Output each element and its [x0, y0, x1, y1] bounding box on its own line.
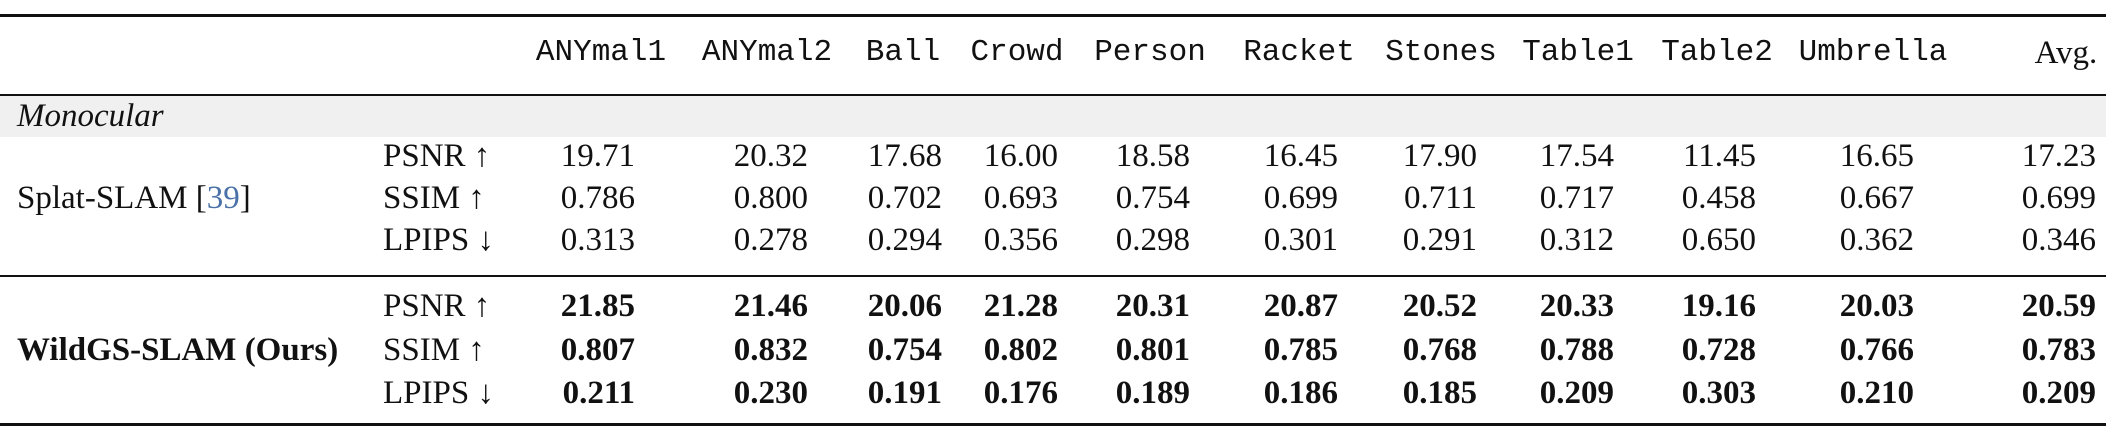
column-header: Umbrella — [1798, 35, 1948, 70]
table-cell: 20.87 — [1263, 288, 1338, 324]
table-top-rule — [0, 14, 2106, 17]
table-cell: 0.832 — [733, 332, 808, 368]
table-cell: 0.754 — [867, 332, 942, 368]
table-cell: 20.03 — [1839, 288, 1914, 324]
table-cell: 0.801 — [1115, 332, 1190, 368]
table-cell: 0.312 — [1539, 222, 1614, 258]
table-cell: 18.58 — [1115, 138, 1190, 174]
column-header: ANYmal2 — [701, 35, 833, 70]
column-header: ANYmal1 — [535, 35, 667, 70]
table-cell: 17.68 — [867, 138, 942, 174]
table-cell: 21.28 — [983, 288, 1058, 324]
metric-label: PSNR ↑ — [383, 288, 491, 324]
column-header: Table1 — [1522, 35, 1634, 70]
table-cell: 19.71 — [560, 138, 635, 174]
table-cell: 11.45 — [1682, 138, 1756, 174]
table-cell: 20.59 — [2021, 288, 2096, 324]
table-cell: 0.786 — [560, 180, 635, 216]
table-cell: 0.728 — [1681, 332, 1756, 368]
table-cell: 0.768 — [1402, 332, 1477, 368]
table-cell: 0.278 — [733, 222, 808, 258]
table-cell: 20.06 — [867, 288, 942, 324]
table-cell: 0.754 — [1115, 180, 1190, 216]
metric-label: LPIPS ↓ — [383, 375, 494, 411]
section-band — [0, 96, 2106, 137]
column-header: Ball — [865, 35, 941, 70]
column-header: Table2 — [1661, 35, 1773, 70]
metric-label: SSIM ↑ — [383, 180, 485, 216]
column-header: Stones — [1385, 35, 1497, 70]
table-cell: 0.346 — [2021, 222, 2096, 258]
metric-label: LPIPS ↓ — [383, 222, 494, 258]
table-cell: 17.54 — [1539, 138, 1614, 174]
table-cell: 0.458 — [1681, 180, 1756, 216]
table-cell: 0.230 — [733, 375, 808, 411]
column-header-avg: Avg. — [2034, 35, 2098, 71]
table-cell: 17.23 — [2021, 138, 2096, 174]
table-cell: 0.186 — [1263, 375, 1338, 411]
table-cell: 0.783 — [2021, 332, 2096, 368]
table-cell: 16.45 — [1263, 138, 1338, 174]
section-label: Monocular — [17, 98, 164, 134]
column-header: Racket — [1243, 35, 1355, 70]
table-cell: 0.800 — [733, 180, 808, 216]
table-cell: 19.16 — [1681, 288, 1756, 324]
table-cell: 0.313 — [560, 222, 635, 258]
table-cell: 0.717 — [1539, 180, 1614, 216]
table-bottom-rule — [0, 423, 2106, 426]
table-cell: 0.785 — [1263, 332, 1338, 368]
table-cell: 0.209 — [2021, 375, 2096, 411]
table-cell: 0.291 — [1402, 222, 1477, 258]
header-rule — [0, 94, 2106, 96]
table-cell: 0.693 — [983, 180, 1058, 216]
table-cell: 0.711 — [1403, 180, 1477, 216]
table-cell: 16.65 — [1839, 138, 1914, 174]
table-cell: 0.185 — [1402, 375, 1477, 411]
table-cell: 20.32 — [733, 138, 808, 174]
group-separator-rule — [0, 275, 2106, 277]
table-cell: 0.702 — [867, 180, 942, 216]
metric-label: PSNR ↑ — [383, 138, 491, 174]
table-cell: 0.667 — [1839, 180, 1914, 216]
table-cell: 0.802 — [983, 332, 1058, 368]
column-header: Crowd — [970, 35, 1064, 70]
table-cell: 0.211 — [562, 375, 635, 411]
method-name: Splat-SLAM [39] — [17, 180, 251, 216]
citation-link[interactable]: 39 — [206, 180, 240, 216]
table-cell: 21.46 — [733, 288, 808, 324]
table-cell: 0.699 — [2021, 180, 2096, 216]
table-cell: 0.788 — [1539, 332, 1614, 368]
table-cell: 20.33 — [1539, 288, 1614, 324]
table-cell: 16.00 — [983, 138, 1058, 174]
table-cell: 0.210 — [1839, 375, 1914, 411]
table-cell: 17.90 — [1402, 138, 1477, 174]
table-cell: 0.176 — [983, 375, 1058, 411]
table-cell: 0.356 — [983, 222, 1058, 258]
table-cell: 20.31 — [1115, 288, 1190, 324]
table-cell: 0.301 — [1263, 222, 1338, 258]
method-name-ours: WildGS-SLAM (Ours) — [17, 332, 339, 368]
table-cell: 0.650 — [1681, 222, 1756, 258]
table-cell: 0.189 — [1115, 375, 1190, 411]
table-cell: 0.362 — [1839, 222, 1914, 258]
table-cell: 0.807 — [560, 332, 635, 368]
table-cell: 0.766 — [1839, 332, 1914, 368]
column-header: Person — [1094, 35, 1206, 70]
metric-label: SSIM ↑ — [383, 332, 485, 368]
table-cell: 21.85 — [560, 288, 635, 324]
table-cell: 0.294 — [867, 222, 942, 258]
table-cell: 20.52 — [1402, 288, 1477, 324]
table-cell: 0.303 — [1681, 375, 1756, 411]
table-cell: 0.298 — [1115, 222, 1190, 258]
table-cell: 0.209 — [1539, 375, 1614, 411]
table-cell: 0.191 — [867, 375, 942, 411]
table-cell: 0.699 — [1263, 180, 1338, 216]
